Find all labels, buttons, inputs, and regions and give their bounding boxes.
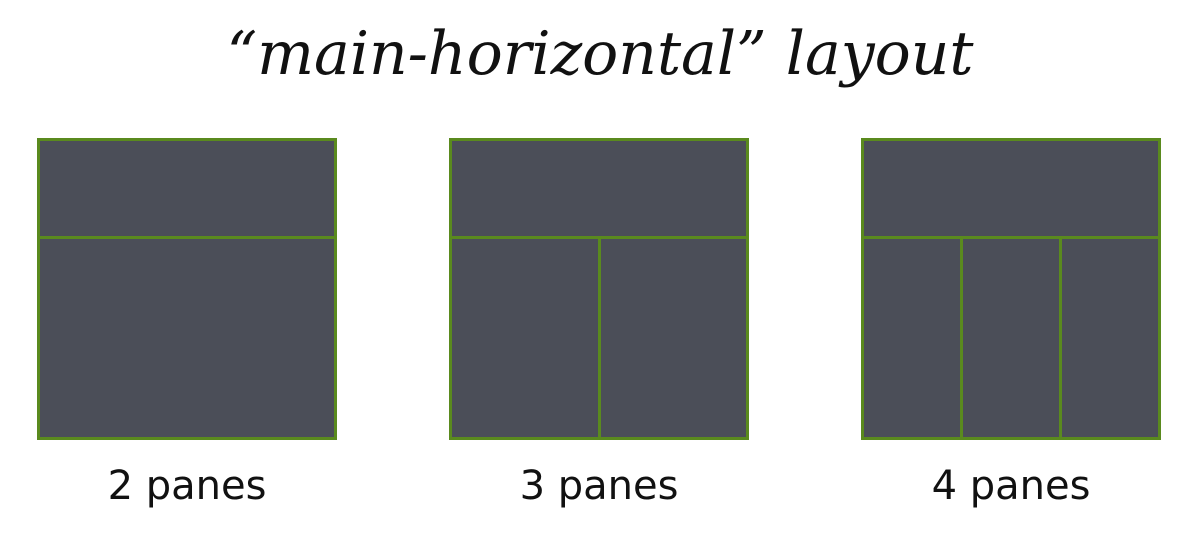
bottom-pane-row	[864, 239, 1158, 437]
diagram-caption: 4 panes	[931, 463, 1091, 509]
bottom-pane	[864, 239, 960, 437]
layout-diagram-3-panes	[449, 138, 749, 440]
bottom-pane	[1059, 239, 1158, 437]
layout-diagram-2-panes	[37, 138, 337, 440]
main-pane	[40, 141, 334, 239]
layout-diagram-4-panes	[861, 138, 1161, 440]
main-pane	[864, 141, 1158, 239]
diagram-caption: 2 panes	[107, 463, 267, 509]
diagram-caption: 3 panes	[519, 463, 679, 509]
bottom-pane	[597, 239, 747, 437]
main-pane	[452, 141, 746, 239]
page-title: “main-horizontal” layout	[226, 19, 974, 89]
bottom-pane	[40, 239, 334, 437]
bottom-pane-row	[452, 239, 746, 437]
bottom-pane-row	[40, 239, 334, 437]
bottom-pane	[452, 239, 598, 437]
bottom-pane	[960, 239, 1059, 437]
